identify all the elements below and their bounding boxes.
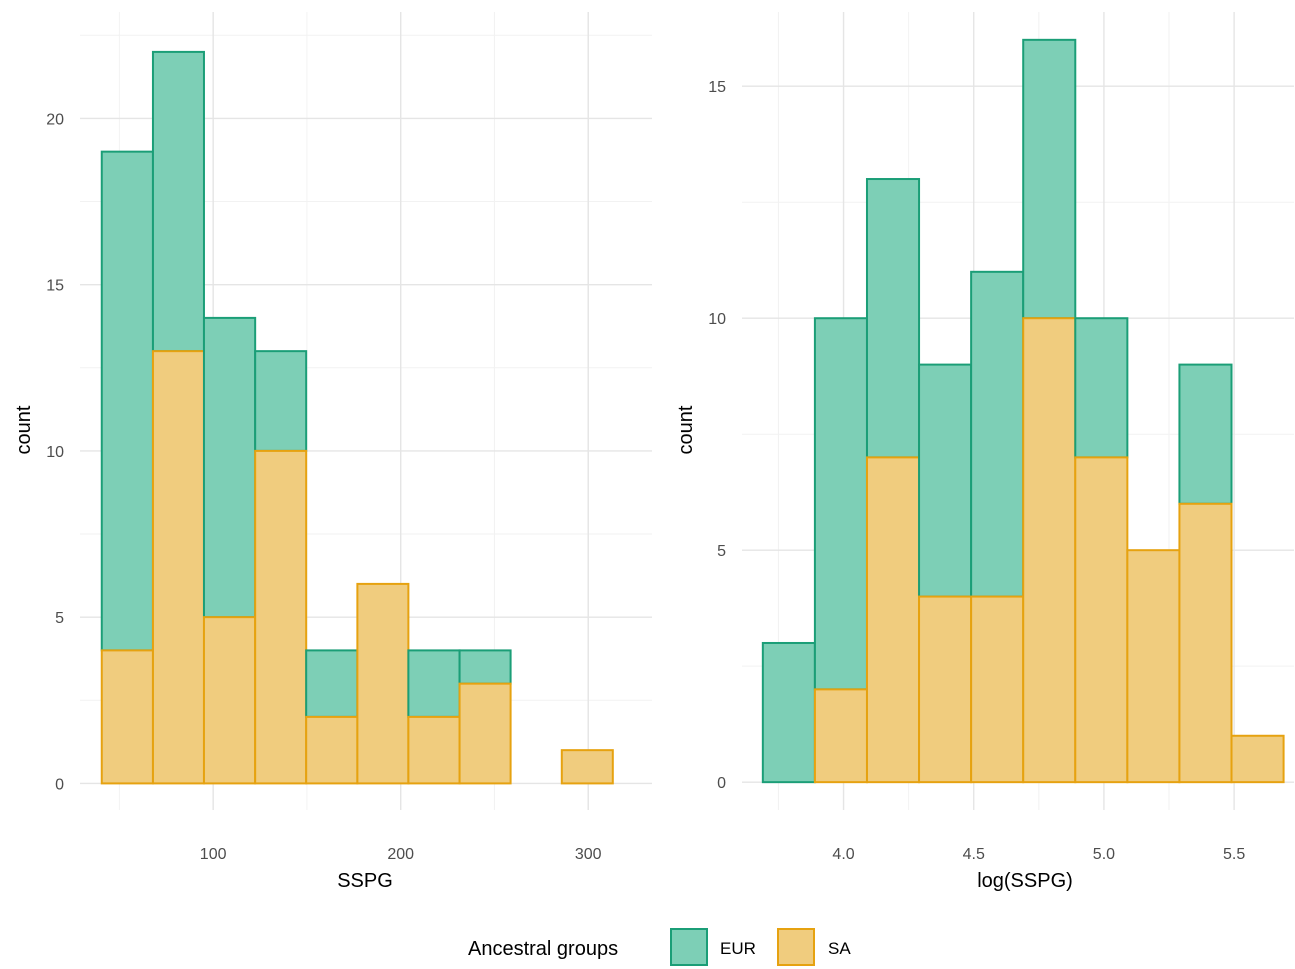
- bar-sa: [305, 715, 359, 785]
- bar-eur: [458, 649, 512, 685]
- bar-sa: [458, 682, 512, 785]
- legend-swatch-eur: [670, 928, 708, 966]
- bar-sa: [407, 715, 461, 785]
- bar-eur: [761, 641, 816, 784]
- legend-title: Ancestral groups: [468, 938, 618, 960]
- y-tick-label: 0: [717, 775, 726, 792]
- bar-sa: [1126, 549, 1181, 784]
- bar-sa: [865, 456, 921, 784]
- bar-eur: [1022, 38, 1077, 320]
- y-tick-label: 20: [46, 111, 64, 128]
- legend-label-eur: EUR: [720, 939, 756, 958]
- bar-sa: [151, 350, 205, 785]
- legend: Ancestral groups EUR SA: [468, 928, 851, 966]
- bar-eur: [202, 316, 257, 619]
- bar-eur: [865, 178, 921, 459]
- bar-sa: [100, 649, 154, 785]
- bar-sa: [356, 582, 410, 785]
- x-tick-label: 5.5: [1223, 846, 1245, 863]
- x-axis-title: log(SSPG): [977, 870, 1073, 892]
- y-tick-label: 10: [708, 311, 726, 328]
- right-histogram-panel: 0 5 10 15 4.0 4.5 5.0 5.5 log(SSPG) count: [675, 12, 1294, 892]
- bar-eur: [151, 50, 205, 353]
- bar-eur: [918, 363, 973, 598]
- x-axis-title: SSPG: [337, 870, 393, 892]
- legend-swatch-sa: [777, 928, 815, 966]
- bar-eur: [970, 270, 1025, 598]
- bar-sa: [970, 595, 1025, 784]
- bar-sa: [254, 449, 308, 785]
- y-tick-label: 5: [55, 610, 64, 627]
- y-tick-label: 0: [55, 776, 64, 793]
- y-tick-label: 15: [46, 278, 64, 295]
- bar-sa: [1230, 734, 1285, 784]
- x-tick-label: 4.5: [963, 846, 985, 863]
- x-tick-label: 200: [387, 846, 414, 863]
- bar-eur: [407, 649, 461, 718]
- legend-label-sa: SA: [828, 939, 851, 958]
- x-tick-label: 300: [575, 846, 602, 863]
- x-tick-label: 100: [200, 846, 227, 863]
- bar-eur: [305, 649, 359, 718]
- y-axis-title: count: [675, 405, 697, 454]
- bar-eur: [813, 317, 868, 691]
- left-histogram-panel: 0 5 10 15 20 100 200 300 SSPG count: [13, 12, 652, 892]
- y-tick-label: 15: [708, 79, 726, 96]
- bar-sa: [813, 688, 868, 784]
- bar-sa: [1178, 502, 1233, 784]
- x-tick-label: 5.0: [1093, 846, 1115, 863]
- bar-sa: [1022, 317, 1077, 784]
- bar-eur: [1178, 363, 1233, 505]
- bar-sa: [918, 595, 973, 784]
- bar-sa: [560, 749, 614, 785]
- y-axis-title: count: [13, 405, 35, 454]
- y-tick-label: 10: [46, 444, 64, 461]
- bar-eur: [100, 150, 154, 652]
- x-tick-label: 4.0: [832, 846, 854, 863]
- bar-eur: [1074, 317, 1129, 459]
- bar-sa: [202, 616, 257, 785]
- bar-sa: [1074, 456, 1129, 784]
- y-tick-label: 5: [717, 543, 726, 560]
- bar-eur: [254, 350, 308, 452]
